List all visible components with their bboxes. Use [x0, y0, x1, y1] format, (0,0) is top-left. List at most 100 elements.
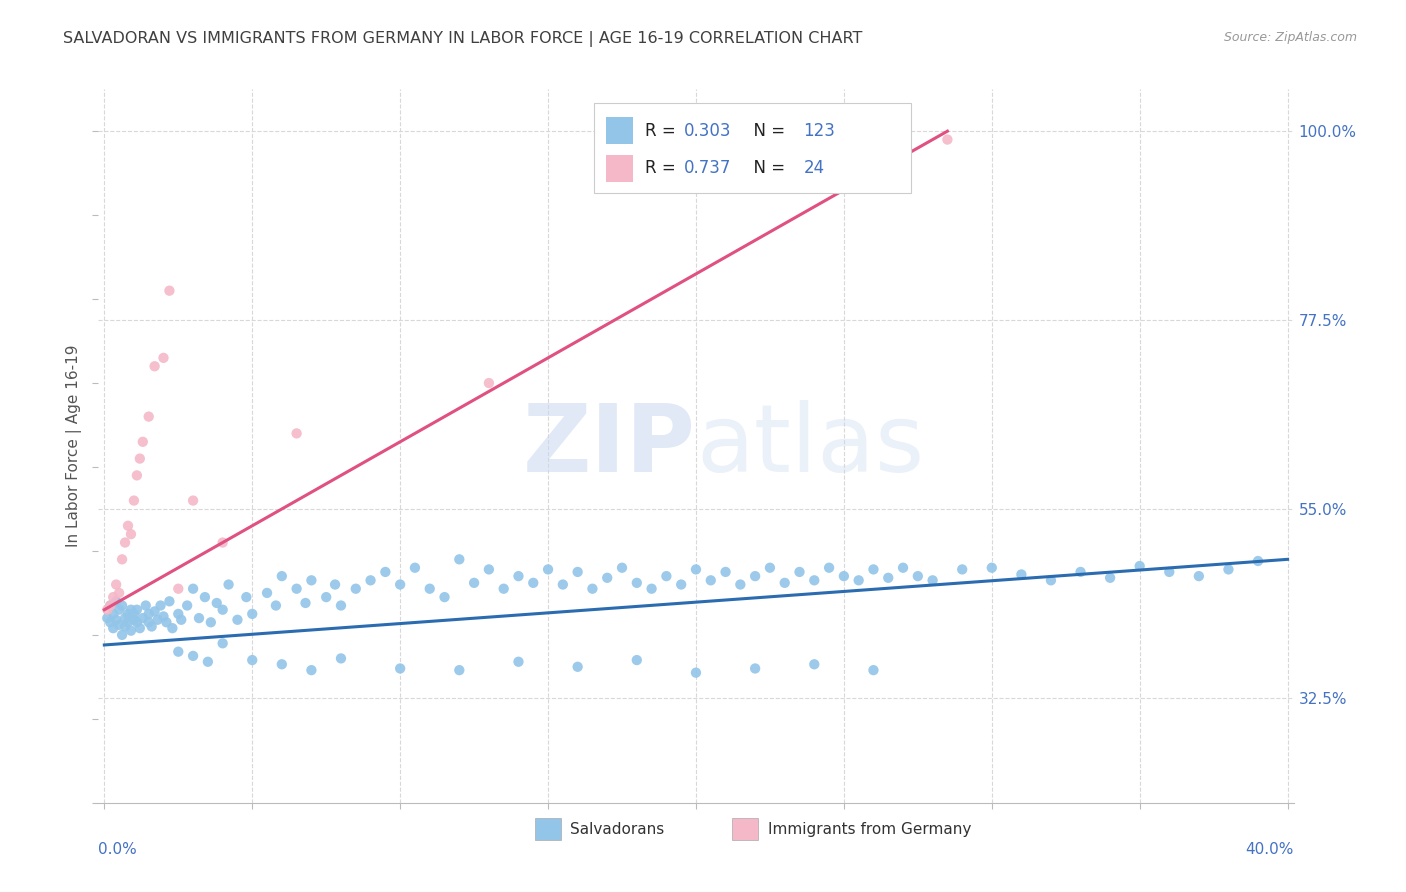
Point	[155, 615, 177, 630]
Point	[138, 409, 160, 424]
Point	[226, 613, 249, 627]
Point	[360, 574, 382, 588]
Point	[152, 351, 174, 365]
Point	[537, 562, 560, 576]
FancyBboxPatch shape	[733, 819, 758, 840]
Point	[685, 562, 707, 576]
Point	[891, 560, 914, 574]
Point	[803, 132, 825, 146]
Point	[111, 599, 134, 613]
Point	[117, 615, 139, 630]
Point	[315, 590, 337, 604]
Point	[96, 611, 118, 625]
Point	[114, 535, 136, 549]
Point	[270, 569, 292, 583]
Text: ZIP: ZIP	[523, 400, 696, 492]
Point	[98, 615, 121, 630]
Text: 123: 123	[804, 121, 835, 139]
Point	[132, 434, 155, 449]
Point	[96, 603, 118, 617]
Point	[125, 603, 148, 617]
Point	[157, 594, 180, 608]
Point	[299, 574, 322, 588]
Text: SALVADORAN VS IMMIGRANTS FROM GERMANY IN LABOR FORCE | AGE 16-19 CORRELATION CHA: SALVADORAN VS IMMIGRANTS FROM GERMANY IN…	[63, 31, 863, 47]
Text: R =: R =	[644, 121, 681, 139]
Point	[551, 577, 574, 591]
Point	[149, 599, 172, 613]
Point	[135, 599, 157, 613]
Point	[862, 663, 884, 677]
Point	[818, 560, 841, 574]
Point	[1099, 571, 1122, 585]
Text: N =: N =	[742, 121, 790, 139]
Text: Salvadorans: Salvadorans	[571, 822, 665, 837]
Point	[264, 599, 287, 613]
Point	[463, 575, 485, 590]
Point	[240, 607, 263, 621]
Point	[299, 663, 322, 677]
Point	[508, 655, 530, 669]
Point	[200, 615, 222, 630]
Point	[877, 571, 900, 585]
Point	[449, 552, 471, 566]
Point	[389, 577, 412, 591]
Point	[162, 621, 184, 635]
Point	[685, 665, 707, 680]
Point	[1188, 569, 1211, 583]
Point	[122, 493, 145, 508]
Point	[285, 582, 308, 596]
Point	[980, 560, 1002, 574]
Point	[330, 599, 353, 613]
Point	[181, 648, 204, 663]
Point	[117, 607, 139, 621]
Point	[141, 619, 163, 633]
Point	[773, 575, 796, 590]
Point	[122, 613, 145, 627]
Point	[655, 569, 678, 583]
Point	[211, 603, 233, 617]
Y-axis label: In Labor Force | Age 16-19: In Labor Force | Age 16-19	[66, 344, 82, 548]
Point	[98, 599, 121, 613]
Text: Source: ZipAtlas.com: Source: ZipAtlas.com	[1223, 31, 1357, 45]
Point	[128, 621, 150, 635]
Point	[167, 607, 190, 621]
Point	[789, 565, 811, 579]
Point	[492, 582, 515, 596]
Point	[194, 590, 217, 604]
Text: R =: R =	[644, 160, 681, 178]
Point	[950, 562, 973, 576]
Point	[122, 607, 145, 621]
FancyBboxPatch shape	[606, 117, 633, 145]
Point	[170, 613, 193, 627]
Point	[1218, 562, 1240, 576]
FancyBboxPatch shape	[534, 819, 561, 840]
Point	[132, 611, 155, 625]
Point	[921, 574, 943, 588]
Point	[240, 653, 263, 667]
Point	[1039, 574, 1062, 588]
Point	[167, 582, 190, 596]
Point	[181, 493, 204, 508]
Point	[294, 596, 316, 610]
Text: Immigrants from Germany: Immigrants from Germany	[768, 822, 972, 837]
Point	[125, 468, 148, 483]
Point	[270, 657, 292, 672]
Point	[111, 628, 134, 642]
Point	[138, 607, 160, 621]
Point	[128, 451, 150, 466]
Point	[143, 359, 166, 374]
Point	[188, 611, 211, 625]
Point	[700, 574, 723, 588]
Point	[167, 645, 190, 659]
Point	[120, 527, 142, 541]
Point	[449, 663, 471, 677]
Point	[181, 582, 204, 596]
Point	[157, 284, 180, 298]
Point	[508, 569, 530, 583]
Point	[478, 376, 501, 390]
Point	[146, 613, 169, 627]
Point	[567, 660, 589, 674]
Point	[626, 575, 648, 590]
Point	[120, 603, 142, 617]
Point	[1247, 554, 1270, 568]
